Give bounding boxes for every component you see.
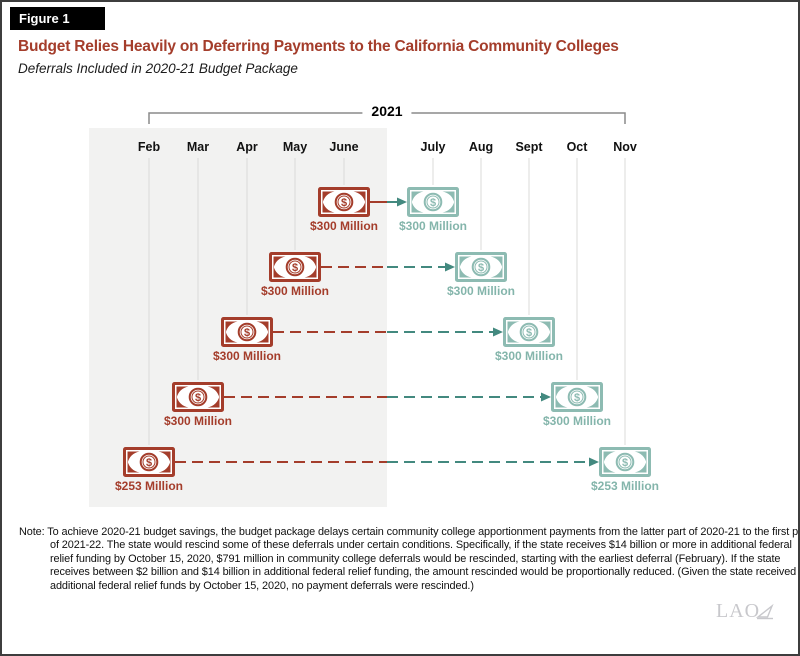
month-label-mar: Mar: [186, 140, 210, 154]
month-label-apr: Apr: [236, 140, 258, 154]
year-label: 2021: [362, 103, 412, 119]
deferred-payment-june: $300 Million: [294, 187, 394, 233]
repaid-payment-oct: $300 Million: [527, 382, 627, 428]
figure-title: Budget Relies Heavily on Deferring Payme…: [18, 38, 619, 55]
repaid-payment-july: $300 Million: [383, 187, 483, 233]
month-label-june: June: [329, 140, 359, 154]
money-bill-icon: [599, 447, 651, 477]
deferred-amount-label: $300 Million: [309, 219, 379, 233]
lao-quill-icon: [756, 603, 774, 620]
deferred-amount-label: $300 Million: [163, 414, 233, 428]
repaid-amount-label: $300 Million: [446, 284, 516, 298]
lao-logo: LAO: [716, 601, 774, 621]
money-bill-icon: [551, 382, 603, 412]
month-label-july: July: [420, 140, 446, 154]
deferred-amount-label: $253 Million: [114, 479, 184, 493]
deferred-payment-apr: $300 Million: [197, 317, 297, 363]
deferred-payment-mar: $300 Million: [148, 382, 248, 428]
money-bill-icon: [123, 447, 175, 477]
repaid-payment-nov: $253 Million: [575, 447, 675, 493]
lao-logo-text: LAO: [716, 600, 761, 622]
figure-subtitle: Deferrals Included in 2020-21 Budget Pac…: [18, 61, 298, 76]
money-bill-icon: [172, 382, 224, 412]
money-bill-icon: [503, 317, 555, 347]
arrowhead-icon: [541, 392, 551, 402]
deferred-amount-label: $300 Million: [260, 284, 330, 298]
money-bill-icon: [318, 187, 370, 217]
arrowhead-icon: [493, 327, 503, 337]
deferred-payment-feb: $253 Million: [99, 447, 199, 493]
arrowhead-icon: [589, 457, 599, 467]
note-text: Note: To achieve 2020-21 budget savings,…: [19, 526, 800, 592]
repaid-amount-label: $300 Million: [494, 349, 564, 363]
repaid-amount-label: $253 Million: [590, 479, 660, 493]
month-label-oct: Oct: [566, 140, 588, 154]
month-label-nov: Nov: [613, 140, 637, 154]
arrowhead-icon: [445, 262, 455, 272]
deferral-arrows: [175, 197, 599, 467]
month-label-may: May: [282, 140, 308, 154]
deferred-payment-may: $300 Million: [245, 252, 345, 298]
money-bill-icon: [455, 252, 507, 282]
arrowhead-icon: [397, 197, 407, 207]
money-bill-icon: [407, 187, 459, 217]
repaid-payment-aug: $300 Million: [431, 252, 531, 298]
repaid-amount-label: $300 Million: [398, 219, 468, 233]
figure-note: Note: To achieve 2020-21 budget savings,…: [19, 526, 800, 593]
repaid-payment-sept: $300 Million: [479, 317, 579, 363]
month-guide-lines: [148, 158, 626, 445]
figure-number-label: Figure 1: [10, 7, 105, 30]
month-label-sept: Sept: [515, 140, 543, 154]
month-label-aug: Aug: [468, 140, 494, 154]
repaid-amount-label: $300 Million: [542, 414, 612, 428]
money-bill-icon: [269, 252, 321, 282]
month-label-feb: Feb: [137, 140, 161, 154]
money-bill-icon: [221, 317, 273, 347]
deferred-amount-label: $300 Million: [212, 349, 282, 363]
